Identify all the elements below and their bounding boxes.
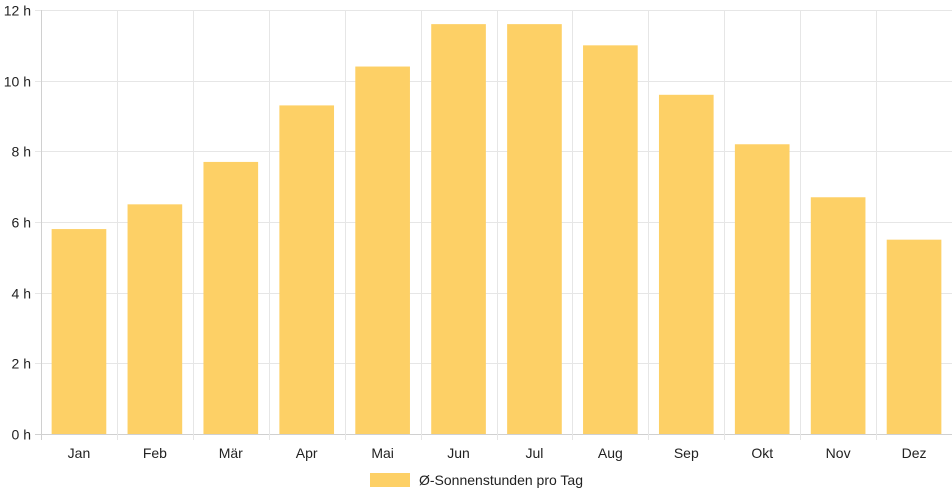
bar-jun[interactable] <box>431 24 486 435</box>
bar-apr[interactable] <box>279 105 335 435</box>
y-tick-label: 2 h <box>12 356 31 372</box>
bar-nov[interactable] <box>810 197 866 434</box>
legend-swatch <box>369 472 411 488</box>
bar-aug[interactable] <box>583 45 638 434</box>
y-tick-label: 6 h <box>12 215 31 231</box>
y-tick-label: 10 h <box>4 74 31 90</box>
legend[interactable]: Ø-Sonnenstunden pro Tag <box>0 472 952 488</box>
bar-jan[interactable] <box>51 229 107 434</box>
bar-okt[interactable] <box>734 144 790 434</box>
bar-sep[interactable] <box>658 94 714 435</box>
bars <box>51 24 942 435</box>
legend-label: Ø-Sonnenstunden pro Tag <box>419 472 583 488</box>
bar-jul[interactable] <box>507 24 562 435</box>
x-tick-label: Jul <box>526 445 544 461</box>
x-tick-label: Sep <box>674 445 699 461</box>
x-tick-label: Dez <box>902 445 927 461</box>
x-tick-label: Aug <box>598 445 623 461</box>
grid-lines <box>35 10 952 440</box>
bar-mai[interactable] <box>355 66 410 435</box>
y-tick-label: 0 h <box>12 427 31 443</box>
x-tick-label: Mai <box>371 445 394 461</box>
x-tick-label: Jan <box>68 445 91 461</box>
x-tick-label: Apr <box>296 445 318 461</box>
bar-dez[interactable] <box>886 239 942 434</box>
x-axis-ticks: Jan Feb Mär Apr Mai Jun Jul Aug Sep Okt Nov Dez <box>68 445 927 461</box>
y-tick-label: 12 h <box>4 3 31 19</box>
x-tick-label: Jun <box>447 445 470 461</box>
x-tick-label: Nov <box>826 445 851 461</box>
y-tick-label: 8 h <box>12 144 31 160</box>
x-tick-label: Okt <box>751 445 773 461</box>
bar-feb[interactable] <box>127 204 183 434</box>
x-tick-label: Mär <box>219 445 243 461</box>
y-axis-ticks: 0 h 2 h 4 h 6 h 8 h 10 h 12 h <box>4 3 31 443</box>
x-tick-label: Feb <box>143 445 167 461</box>
bar-mär[interactable] <box>203 161 259 434</box>
y-tick-label: 4 h <box>12 286 31 302</box>
